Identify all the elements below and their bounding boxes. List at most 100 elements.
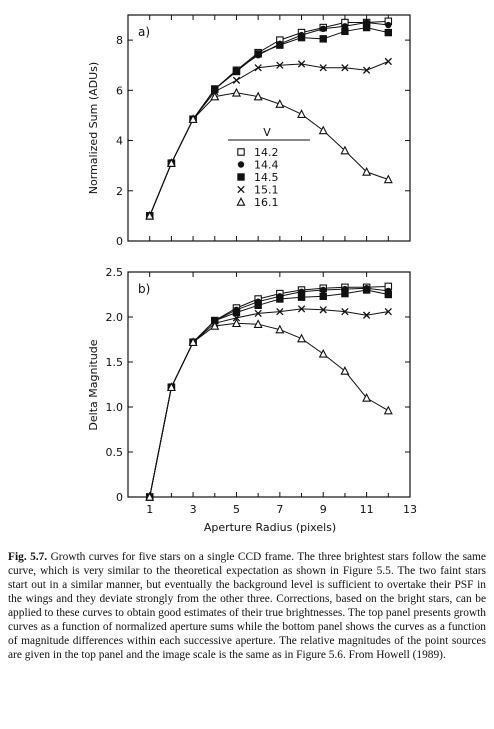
panel-b-point-v16-1 (383, 405, 393, 415)
panel-a-point-v15-1 (254, 64, 262, 72)
panel-b-line-v14-4 (149, 287, 389, 498)
panel-b-point-v16-1 (210, 320, 220, 330)
legend-label-v16-1: 16.1 (254, 196, 279, 209)
panel-b-point-v16-1 (275, 324, 285, 334)
panel-a-point-v14-4 (320, 25, 327, 33)
panel-b-y-tick-label: 2.0 (106, 311, 124, 324)
panel-a-point-v15-1 (276, 61, 284, 69)
panel-a-y-tick-label: 8 (116, 34, 123, 47)
panel-a-point-v14-5 (254, 50, 262, 58)
panel-a-point-v16-1 (231, 87, 241, 97)
panel-a-point-v14-5 (384, 28, 393, 37)
panel-b-x-tick-label: 3 (190, 503, 197, 516)
panel-b-point-v15-1 (254, 309, 262, 318)
panel-a-markers (145, 17, 393, 220)
panel-b-delta-magnitude: b) Delta Magnitude Aperture Radius (pixe… (87, 266, 417, 534)
panel-a-point-v15-1 (319, 64, 327, 72)
legend-title: V (263, 126, 271, 139)
panel-b-y-axis-label: Delta Magnitude (87, 339, 100, 430)
panel-b-x-tick-label: 11 (360, 503, 374, 516)
panel-b-point-v15-1 (232, 314, 241, 322)
panel-b-point-v16-1 (166, 382, 176, 391)
panel-a-point-v15-1 (384, 57, 392, 66)
panel-a-point-v15-1 (362, 66, 371, 74)
panel-a-point-v16-1 (297, 109, 307, 118)
panel-a-point-v14-5 (341, 27, 349, 36)
panel-b-point-v14-5 (319, 292, 327, 301)
panel-a-label: a) (138, 25, 150, 39)
legend-marker-v14-2 (237, 148, 245, 156)
caption-figure-label: Fig. 5.7. (8, 551, 48, 563)
panel-b-point-v15-1 (276, 307, 284, 316)
panel-b-x-tick-label: 7 (276, 503, 283, 516)
panel-b-y-tick-label: 2.5 (106, 266, 124, 279)
panel-b-point-v14-5 (384, 290, 393, 299)
panel-b-x-tick-label: 5 (233, 503, 240, 516)
legend-label-v14-2: 14.2 (254, 146, 279, 159)
panel-b-point-v14-4 (320, 286, 327, 294)
panel-b-point-v15-1 (384, 307, 392, 316)
panel-b-point-v14-4 (298, 288, 305, 295)
figure-caption: Fig. 5.7. Growth curves for five stars o… (8, 550, 486, 662)
panel-a-y-tick-label: 0 (116, 235, 123, 248)
panel-a-point-v14-5 (276, 41, 284, 49)
panel-b-y-tick-label: 0.5 (106, 446, 124, 459)
legend: V 14.214.414.515.116.1 (228, 126, 310, 209)
panel-a-y-tick-label: 6 (116, 84, 123, 97)
panel-b-point-v16-1 (253, 319, 263, 328)
panel-b-point-v15-1 (362, 311, 371, 319)
panel-a-point-v16-1 (275, 99, 285, 108)
panel-b-x-tick-label: 13 (403, 503, 417, 516)
panel-a-point-v15-1 (341, 64, 349, 72)
panel-b-point-v14-5 (297, 293, 306, 301)
panel-b-y-tick-label: 1.0 (106, 401, 124, 414)
panel-a-point-v14-5 (319, 35, 327, 43)
panel-a-point-v14-5 (362, 23, 371, 32)
legend-marker-v14-5 (237, 173, 245, 181)
panel-b-point-v16-1 (188, 337, 198, 346)
panel-b-x-tick-label: 1 (146, 503, 153, 516)
panel-b-point-v15-1 (341, 307, 349, 316)
panel-a-point-v15-1 (232, 76, 241, 84)
panel-b-frame (127, 271, 411, 498)
legend-label-v14-5: 14.5 (254, 171, 279, 184)
panel-a-point-v16-1 (253, 91, 263, 101)
panel-b-line-v14-5 (149, 289, 389, 498)
panel-a-point-v16-1 (383, 174, 393, 184)
panel-b-point-v16-1 (318, 348, 328, 358)
panel-b-x-axis-label: Aperture Radius (pixels) (204, 521, 336, 534)
panel-a-point-v16-1 (318, 125, 328, 135)
panel-a-point-v14-5 (232, 67, 241, 76)
panel-a-axes: 0 2 4 6 8 (116, 15, 410, 248)
panel-a-point-v14-4 (385, 21, 392, 29)
legend-marker-v15-1 (237, 185, 245, 194)
legend-marker-v16-1 (236, 196, 246, 206)
panel-b-label: b) (138, 282, 150, 296)
panel-b-point-v16-1 (340, 365, 350, 375)
panel-b-point-v16-1 (362, 392, 372, 402)
panel-b-point-v14-5 (254, 301, 262, 310)
panel-b-point-v16-1 (297, 333, 307, 343)
legend-label-v15-1: 15.1 (254, 184, 279, 197)
panel-a-y-axis-label: Normalized Sum (ADUs) (87, 62, 100, 194)
panel-b-point-v16-1 (231, 318, 241, 328)
panel-b-point-v16-1 (145, 491, 155, 501)
panel-b-line-v14-2 (149, 285, 389, 498)
panel-b-point-v14-5 (232, 308, 241, 317)
panel-a-point-v16-1 (166, 158, 176, 167)
panel-a-y-tick-label: 4 (116, 135, 123, 148)
panel-a-point-v14-5 (297, 33, 306, 42)
panel-a-point-v15-1 (211, 87, 219, 96)
panel-b-axes: 00.51.01.52.02.51 3 5 7 9 11 13 (106, 266, 418, 516)
panel-b-point-v14-5 (276, 295, 284, 303)
panel-a-point-v16-1 (340, 145, 350, 155)
panel-b-point-v15-1 (297, 305, 306, 313)
panel-a-point-v16-1 (362, 166, 372, 176)
panel-a-point-v16-1 (145, 210, 155, 220)
panel-b-point-v14-5 (362, 286, 371, 294)
panel-a-y-tick-label: 2 (116, 185, 123, 198)
panel-b-line-v15-1 (149, 308, 389, 498)
panel-a-frame (127, 14, 411, 242)
